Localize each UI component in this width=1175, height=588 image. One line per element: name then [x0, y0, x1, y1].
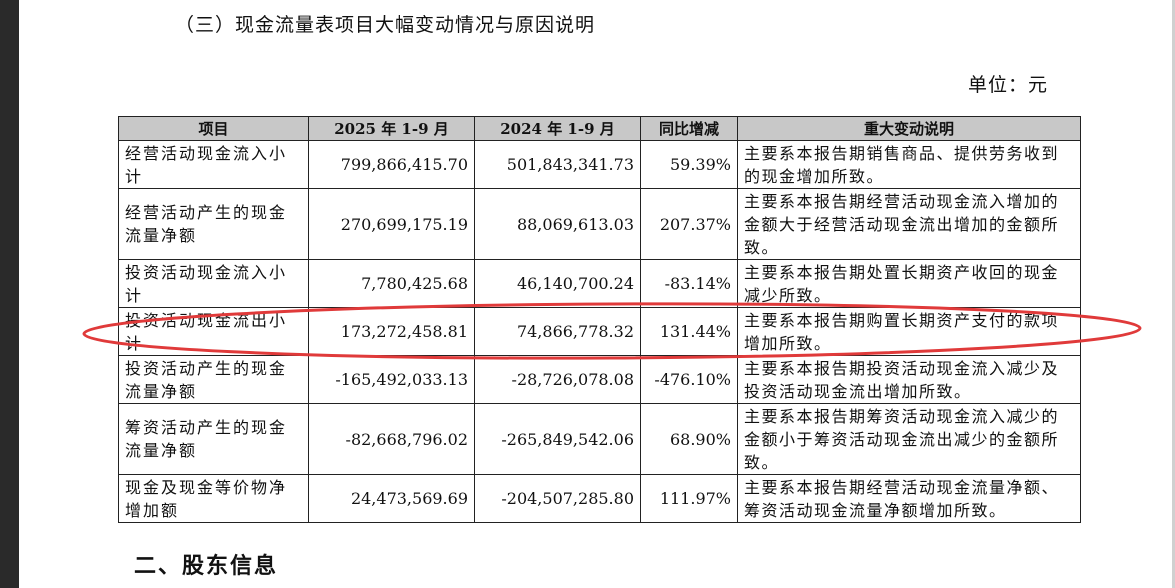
row-description: 主要系本报告期投资活动现金流入减少及投资活动现金流出增加所致。	[737, 355, 1081, 404]
row-2024: -265,849,542.06	[474, 403, 641, 475]
table-row: 投资活动产生的现金流量净额 -165,492,033.13 -28,726,07…	[118, 355, 1081, 404]
row-yoy: 131.44%	[640, 307, 738, 356]
row-2025: 24,473,569.69	[308, 474, 475, 523]
row-yoy: -476.10%	[640, 355, 738, 404]
window-left-edge	[0, 0, 19, 588]
row-item: 现金及现金等价物净增加额	[118, 474, 309, 523]
row-2024: 88,069,613.03	[474, 188, 641, 260]
row-item: 投资活动现金流出小计	[118, 307, 309, 356]
table-row: 筹资活动产生的现金流量净额 -82,668,796.02 -265,849,54…	[118, 403, 1081, 475]
row-2025: -82,668,796.02	[308, 403, 475, 475]
row-2025: 173,272,458.81	[308, 307, 475, 356]
row-2024: 74,866,778.32	[474, 307, 641, 356]
header-item: 项目	[118, 116, 309, 141]
table-row: 投资活动现金流出小计 173,272,458.81 74,866,778.32 …	[118, 307, 1081, 356]
row-2025: -165,492,033.13	[308, 355, 475, 404]
row-item: 筹资活动产生的现金流量净额	[118, 403, 309, 475]
section-title: （三）现金流量表项目大幅变动情况与原因说明	[175, 14, 596, 36]
row-2025: 7,780,425.68	[308, 259, 475, 308]
row-2024: -204,507,285.80	[474, 474, 641, 523]
row-description: 主要系本报告期经营活动现金流量净额、筹资活动现金流量净额增加所致。	[737, 474, 1081, 523]
row-yoy: 68.90%	[640, 403, 738, 475]
cash-flow-table: 项目 2025 年 1-9 月 2024 年 1-9 月 同比增减 重大变动说明…	[118, 116, 1081, 523]
row-description: 主要系本报告期处置长期资产收回的现金减少所致。	[737, 259, 1081, 308]
table-row: 经营活动产生的现金流量净额 270,699,175.19 88,069,613.…	[118, 188, 1081, 260]
table-header-row: 项目 2025 年 1-9 月 2024 年 1-9 月 同比增减 重大变动说明	[118, 116, 1081, 141]
row-yoy: 207.37%	[640, 188, 738, 260]
row-description: 主要系本报告期筹资活动现金流入减少的金额小于筹资活动现金流出减少的金额所致。	[737, 403, 1081, 475]
unit-label: 单位：元	[968, 74, 1049, 96]
table-row: 投资活动现金流入小计 7,780,425.68 46,140,700.24 -8…	[118, 259, 1081, 308]
row-item: 经营活动现金流入小计	[118, 140, 309, 189]
row-item: 投资活动现金流入小计	[118, 259, 309, 308]
scrollbar[interactable]	[1172, 0, 1175, 588]
row-2024: 46,140,700.24	[474, 259, 641, 308]
header-yoy: 同比增减	[640, 116, 738, 141]
row-2025: 799,866,415.70	[308, 140, 475, 189]
row-item: 投资活动产生的现金流量净额	[118, 355, 309, 404]
table-row: 现金及现金等价物净增加额 24,473,569.69 -204,507,285.…	[118, 474, 1081, 523]
row-2025: 270,699,175.19	[308, 188, 475, 260]
section-heading-shareholders: 二、股东信息	[134, 553, 279, 579]
row-yoy: 111.97%	[640, 474, 738, 523]
row-2024: -28,726,078.08	[474, 355, 641, 404]
row-yoy: 59.39%	[640, 140, 738, 189]
table-row: 经营活动现金流入小计 799,866,415.70 501,843,341.73…	[118, 140, 1081, 189]
header-description: 重大变动说明	[737, 116, 1081, 141]
row-description: 主要系本报告期经营活动现金流入增加的金额大于经营活动现金流出增加的金额所致。	[737, 188, 1081, 260]
row-description: 主要系本报告期销售商品、提供劳务收到的现金增加所致。	[737, 140, 1081, 189]
header-2024: 2024 年 1-9 月	[474, 116, 641, 141]
header-2025: 2025 年 1-9 月	[308, 116, 475, 141]
row-yoy: -83.14%	[640, 259, 738, 308]
row-description: 主要系本报告期购置长期资产支付的款项增加所致。	[737, 307, 1081, 356]
row-2024: 501,843,341.73	[474, 140, 641, 189]
row-item: 经营活动产生的现金流量净额	[118, 188, 309, 260]
